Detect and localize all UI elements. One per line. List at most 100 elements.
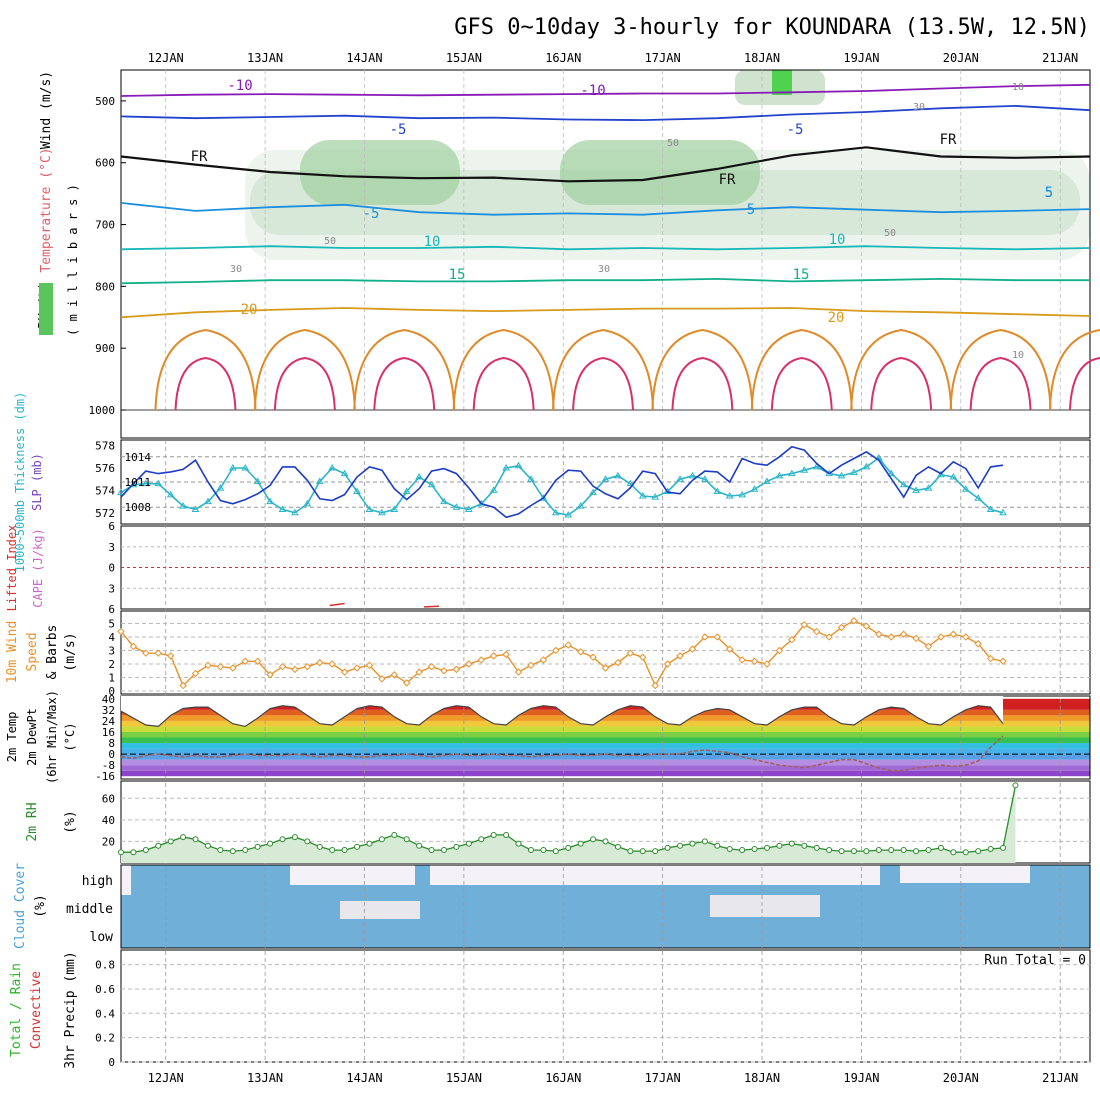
label-millibars: ( m i l l i b a r s ) — [66, 184, 80, 336]
x-tick-bottom: 18JAN — [744, 1071, 780, 1085]
y-tick-pressure: 700 — [95, 219, 115, 232]
temp-loop-outer — [949, 328, 1052, 411]
thickness-marker — [141, 479, 150, 487]
thickness-marker — [887, 469, 896, 477]
rh-marker — [416, 842, 423, 849]
temp-band — [121, 748, 1090, 755]
series-slp — [120, 445, 1004, 519]
contour-label: FR — [191, 149, 208, 165]
y-tick-thickness: 574 — [95, 484, 115, 497]
temp-loop-inner — [870, 356, 933, 411]
isotherm-5 — [120, 202, 1091, 216]
wind-speed-marker — [216, 662, 225, 671]
thickness-marker — [514, 461, 523, 469]
thickness-marker — [427, 480, 436, 488]
contour-label: 10 — [1012, 350, 1024, 361]
thickness-marker — [278, 505, 287, 512]
x-tick-top: 12JAN — [148, 51, 184, 65]
rh-marker — [577, 840, 584, 847]
thickness-marker — [477, 499, 486, 507]
thickness-marker — [601, 475, 610, 482]
wind-speed-marker — [204, 661, 212, 670]
thickness-marker — [738, 490, 747, 498]
thickness-marker — [166, 490, 175, 498]
wind-speed-marker — [763, 660, 771, 668]
y-tick-li: 0 — [108, 562, 115, 575]
contour-label: 30 — [598, 264, 610, 275]
temp-band — [121, 770, 1090, 777]
thickness-marker — [154, 479, 163, 487]
x-tick-bottom: 12JAN — [148, 1071, 184, 1085]
wind-speed-marker — [465, 660, 473, 668]
temp-loop-inner — [1068, 356, 1100, 411]
wind-speed-marker — [117, 627, 125, 636]
rh-marker — [155, 842, 162, 849]
rh-marker — [515, 840, 522, 847]
wind-speed-marker — [862, 622, 871, 630]
wind-speed-marker — [949, 630, 958, 638]
temp-loop-inner — [770, 356, 833, 411]
contour-label: 30 — [230, 264, 242, 275]
rh-marker — [751, 845, 758, 852]
isotherm-20 — [120, 307, 1091, 319]
thickness-marker — [117, 488, 125, 496]
rh-shade-core — [772, 70, 792, 95]
y-tick-wind: 1 — [108, 671, 115, 684]
rh-marker — [714, 842, 721, 849]
y-tick-precip: 0.4 — [95, 1007, 115, 1020]
wind-speed-marker — [253, 657, 262, 665]
x-tick-bottom: 14JAN — [346, 1071, 382, 1085]
lifted-index-segment — [329, 602, 345, 607]
label-cloud-unit: (%) — [33, 894, 48, 917]
rh-marker — [900, 847, 907, 854]
rh-marker — [503, 831, 510, 838]
wind-speed-marker — [340, 668, 349, 676]
rh-marker — [652, 848, 659, 855]
wind-speed-line — [120, 620, 1004, 688]
x-tick-top: 17JAN — [645, 51, 681, 65]
y-tick-li: 3 — [108, 541, 115, 554]
temp-band — [121, 765, 1090, 771]
thickness-marker — [763, 477, 771, 484]
thickness-marker — [539, 494, 548, 501]
thickness-marker — [701, 475, 709, 482]
contour-label: -5 — [363, 206, 380, 222]
thickness-marker — [626, 479, 635, 487]
rh-marker — [130, 849, 137, 856]
wind-speed-marker — [440, 667, 448, 675]
contour-label: FR — [719, 172, 736, 188]
y-tick-li: 6 — [108, 603, 115, 616]
wind-speed-marker — [539, 656, 548, 664]
rh-marker — [118, 849, 124, 856]
rh-line — [121, 785, 1017, 853]
wind-speed-marker — [266, 671, 274, 679]
rh-marker — [863, 848, 870, 855]
temp-loop-outer — [552, 328, 655, 411]
rh-legend-swatch — [39, 283, 53, 335]
thickness-marker — [204, 497, 212, 505]
isotherm-FR — [120, 146, 1091, 183]
rh-marker — [739, 847, 746, 854]
x-tick-top: 16JAN — [545, 51, 581, 65]
label-wind-unit: (m/s) — [63, 632, 78, 671]
label-total-rain: Total / Rain — [9, 963, 24, 1057]
panel-frame-wind — [120, 610, 1091, 695]
label-cloud-cover: Cloud Cover — [13, 863, 28, 949]
thickness-marker — [464, 505, 473, 512]
x-tick-top: 20JAN — [943, 51, 979, 65]
cloud-clear-high — [290, 865, 415, 885]
wind-speed-marker — [775, 646, 784, 655]
contour-label: 10 — [1012, 82, 1024, 93]
temp-band — [121, 737, 1090, 744]
contour-label: 5 — [747, 202, 755, 218]
y-tick-pressure: 900 — [95, 342, 115, 355]
rh-marker — [602, 838, 609, 845]
contour-label: 5 — [1045, 185, 1053, 201]
rh-marker — [192, 836, 199, 843]
rh-marker — [291, 834, 298, 841]
rh-marker — [167, 838, 174, 845]
rh-marker — [788, 840, 795, 847]
x-tick-top: 19JAN — [843, 51, 879, 65]
y-tick-pressure: 800 — [95, 280, 115, 293]
wind-speed-marker — [651, 681, 659, 690]
